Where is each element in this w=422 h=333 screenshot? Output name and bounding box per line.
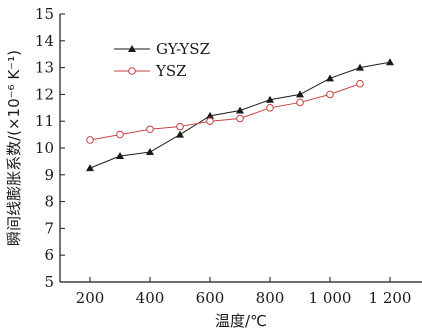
y-tick-label: 10 [35, 139, 54, 157]
x-tick-label: 400 [136, 289, 165, 307]
x-tick-label: 200 [76, 289, 105, 307]
legend-item-ysz: YSZ [114, 62, 187, 80]
x-tick-label: 600 [196, 289, 225, 307]
y-tick-label: 5 [44, 273, 54, 291]
data-point-ysz [207, 118, 214, 125]
y-tick-label: 8 [44, 193, 54, 211]
chart-axes [60, 14, 422, 282]
data-point-ysz [117, 131, 124, 138]
y-axis-title: 瞬间线膨胀系数/(×10⁻⁶ K⁻¹) [5, 50, 23, 246]
y-tick-label: 7 [44, 219, 54, 237]
legend-label-gy-ysz: GY-YSZ [156, 40, 210, 58]
data-point-ysz [267, 105, 274, 112]
y-tick-label: 12 [35, 85, 54, 103]
data-point-gy-ysz [86, 164, 94, 171]
y-tick-label: 6 [44, 246, 54, 264]
y-tick-label: 9 [44, 166, 54, 184]
data-point-gy-ysz [176, 131, 184, 138]
data-point-ysz [147, 126, 154, 133]
x-tick-label: 1 200 [369, 289, 412, 307]
data-point-ysz [327, 91, 334, 98]
x-tick-label: 1 000 [309, 289, 352, 307]
y-tick-label: 15 [35, 5, 54, 23]
series-line-ysz [90, 84, 360, 140]
y-tick-label: 13 [35, 59, 54, 77]
legend-item-gy-ysz: GY-YSZ [114, 40, 210, 58]
legend-label-ysz: YSZ [155, 62, 187, 80]
data-point-ysz [357, 80, 364, 87]
x-axis-title: 温度/℃ [215, 312, 267, 330]
data-point-ysz [87, 137, 94, 144]
legend-marker-circle-icon [129, 68, 136, 75]
data-point-gy-ysz [146, 148, 154, 155]
data-point-ysz [297, 99, 304, 106]
data-point-ysz [237, 115, 244, 122]
legend: GY-YSZ YSZ [114, 40, 210, 80]
y-tick-label: 11 [35, 112, 54, 130]
data-point-gy-ysz [296, 90, 304, 97]
y-tick-label: 14 [35, 32, 54, 50]
x-tick-label: 800 [256, 289, 285, 307]
data-point-gy-ysz [386, 58, 394, 65]
data-point-ysz [177, 123, 184, 130]
series-layer [86, 58, 394, 171]
